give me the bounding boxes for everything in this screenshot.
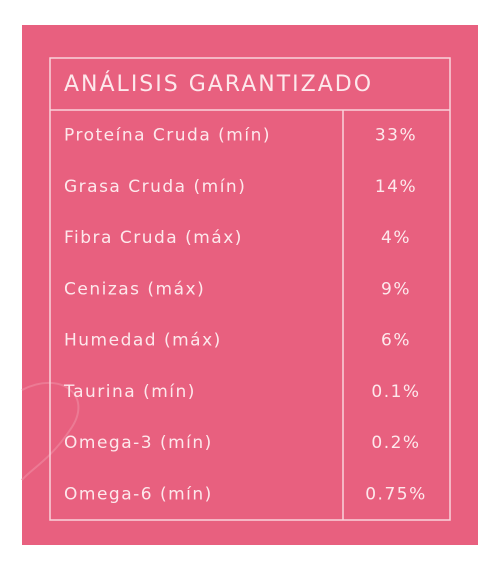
nutrient-name: Humedad (máx) bbox=[64, 331, 222, 351]
table-body: Proteína Cruda (mín) 33% Grasa Cruda (mín)… bbox=[63, 126, 427, 505]
nutrient-value: 0.1% bbox=[371, 382, 420, 402]
nutrient-value: 0.2% bbox=[371, 433, 420, 453]
nutrient-value: 4% bbox=[381, 228, 411, 248]
panel bbox=[22, 25, 478, 545]
nutrient-name: Proteína Cruda (mín) bbox=[64, 126, 271, 146]
nutrient-name: Fibra Cruda (máx) bbox=[64, 228, 243, 248]
table-title: ANÁLISIS GARANTIZADO bbox=[64, 71, 373, 97]
nutrient-value: 6% bbox=[381, 331, 411, 351]
nutrient-value: 14% bbox=[375, 177, 417, 197]
table-border bbox=[49, 57, 451, 521]
nutrient-name: Omega-3 (mín) bbox=[64, 433, 213, 453]
nutrient-name: Taurina (mín) bbox=[63, 382, 196, 402]
nutrient-value: 0.75% bbox=[365, 484, 427, 504]
nutrient-name: Cenizas (máx) bbox=[64, 279, 205, 299]
nutrient-name: Grasa Cruda (mín) bbox=[64, 177, 246, 197]
nutrient-value: 9% bbox=[381, 279, 411, 299]
nutrient-name: Omega-6 (mín) bbox=[64, 484, 213, 504]
nutrient-value: 33% bbox=[375, 126, 417, 146]
